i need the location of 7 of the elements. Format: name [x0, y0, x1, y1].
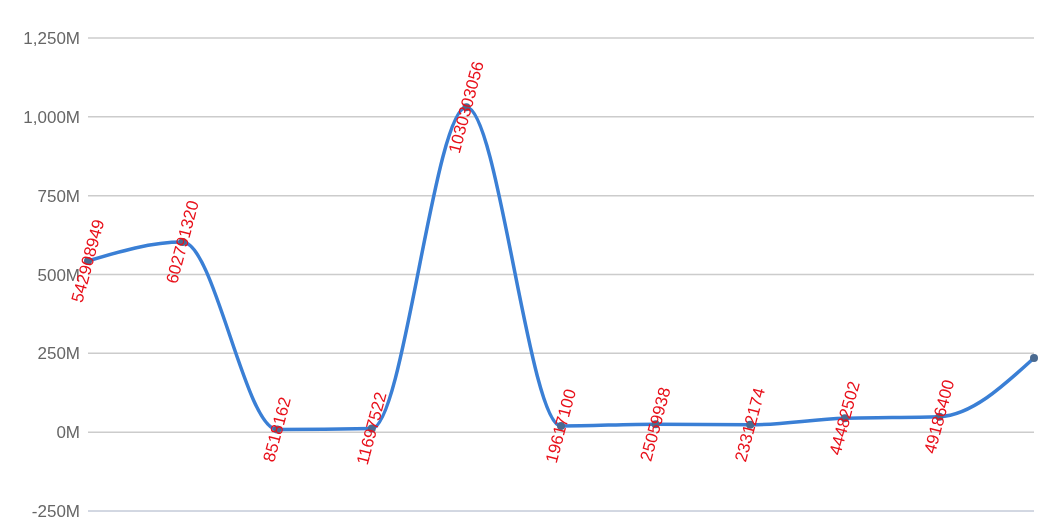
- y-tick-label: 1,000M: [23, 107, 80, 127]
- data-label: 8518162: [259, 395, 295, 464]
- y-tick-label: 0M: [56, 423, 80, 443]
- y-tick-label: -250M: [31, 502, 80, 522]
- y-tick-label: 750M: [37, 186, 80, 206]
- y-tick-label: 1,250M: [23, 29, 80, 49]
- y-tick-label: 250M: [37, 344, 80, 364]
